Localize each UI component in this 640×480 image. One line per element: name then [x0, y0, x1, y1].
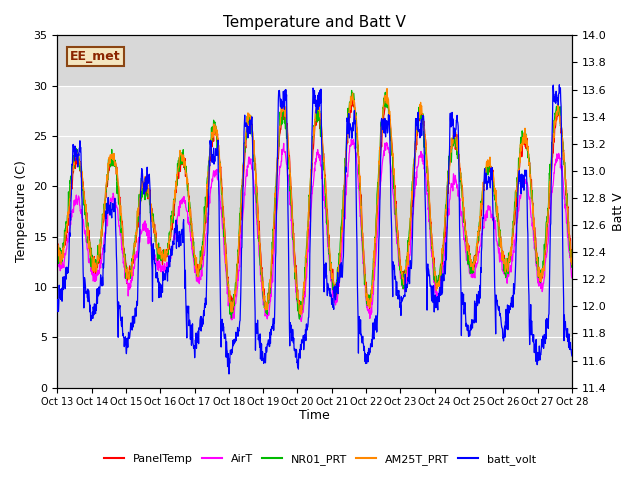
Text: EE_met: EE_met: [70, 50, 121, 63]
Y-axis label: Temperature (C): Temperature (C): [15, 161, 28, 263]
Legend: PanelTemp, AirT, NR01_PRT, AM25T_PRT, batt_volt: PanelTemp, AirT, NR01_PRT, AM25T_PRT, ba…: [100, 450, 540, 469]
Title: Temperature and Batt V: Temperature and Batt V: [223, 15, 406, 30]
Bar: [58, 85, 572, 186]
X-axis label: Time: Time: [300, 409, 330, 422]
Y-axis label: Batt V: Batt V: [612, 192, 625, 231]
